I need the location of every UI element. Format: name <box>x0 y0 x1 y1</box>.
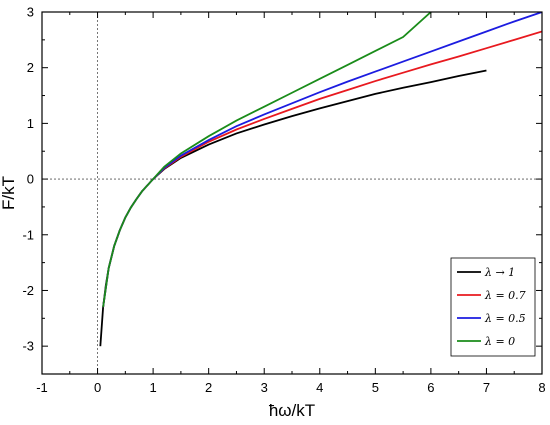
x-tick-label: 0 <box>94 380 101 395</box>
legend-label: λ → 1 <box>484 266 515 279</box>
x-tick-label: 3 <box>261 380 268 395</box>
x-tick-label: -1 <box>36 380 48 395</box>
y-tick-label: 2 <box>27 60 34 75</box>
x-tick-label: 4 <box>316 380 323 395</box>
y-tick-label: -1 <box>22 227 34 242</box>
legend-label: λ = 0.5 <box>484 312 526 325</box>
y-axis-title: F/kT <box>0 176 18 210</box>
x-tick-label: 7 <box>483 380 490 395</box>
x-tick-label: 8 <box>538 380 545 395</box>
series-line-4 <box>102 12 432 308</box>
y-tick-label: -3 <box>22 339 34 354</box>
reference-lines <box>42 12 542 374</box>
legend-box <box>450 257 536 357</box>
x-tick-label: 5 <box>372 380 379 395</box>
x-tick-label: 2 <box>205 380 212 395</box>
x-tick-label: 1 <box>149 380 156 395</box>
y-tick-label: 1 <box>27 116 34 131</box>
legend-label: λ = 0.7 <box>484 289 526 302</box>
y-tick-label: -2 <box>22 283 34 298</box>
legend: λ → 1 λ = 0.7 λ = 0.5 λ = 0 <box>450 257 536 357</box>
legend-label: λ = 0 <box>484 335 515 348</box>
x-tick-label: 6 <box>427 380 434 395</box>
y-tick-label: 0 <box>27 172 34 187</box>
ticks-layer: -1 0 1 2 3 4 5 6 7 8 -3 -2 -1 0 1 2 3 <box>22 5 545 396</box>
x-axis-title: ħω/kT <box>269 401 315 420</box>
y-tick-label: 3 <box>27 5 34 20</box>
series-layer <box>99 12 542 347</box>
